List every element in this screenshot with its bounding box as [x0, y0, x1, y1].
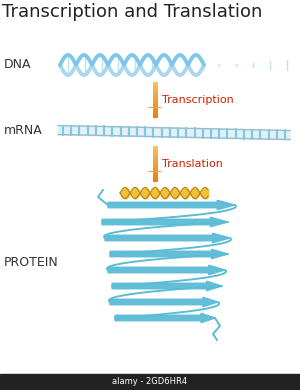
Polygon shape [152, 96, 158, 97]
Polygon shape [152, 172, 158, 173]
Polygon shape [152, 100, 158, 101]
Polygon shape [152, 156, 158, 157]
Polygon shape [152, 108, 158, 109]
Polygon shape [152, 112, 158, 113]
Polygon shape [152, 167, 158, 168]
Polygon shape [152, 168, 158, 169]
Polygon shape [152, 170, 158, 171]
Polygon shape [152, 116, 158, 117]
Polygon shape [152, 169, 158, 170]
Polygon shape [152, 91, 158, 92]
Polygon shape [152, 94, 158, 95]
Polygon shape [152, 149, 158, 150]
FancyArrow shape [110, 297, 218, 307]
Polygon shape [152, 95, 158, 96]
FancyArrow shape [112, 281, 222, 291]
FancyArrow shape [110, 249, 228, 259]
Text: PROTEIN: PROTEIN [4, 255, 59, 268]
Polygon shape [152, 109, 158, 110]
Polygon shape [152, 177, 158, 178]
Polygon shape [152, 89, 158, 90]
Text: Translation: Translation [162, 159, 223, 169]
Polygon shape [152, 154, 158, 155]
Polygon shape [152, 174, 158, 175]
Polygon shape [152, 165, 158, 166]
Polygon shape [152, 178, 158, 179]
Polygon shape [152, 104, 158, 105]
Polygon shape [152, 147, 158, 148]
Polygon shape [152, 152, 158, 153]
Polygon shape [152, 164, 158, 165]
Polygon shape [152, 146, 158, 147]
Polygon shape [152, 179, 158, 180]
Polygon shape [152, 155, 158, 156]
Text: DNA: DNA [4, 58, 31, 71]
Polygon shape [152, 90, 158, 91]
Polygon shape [152, 110, 158, 111]
Polygon shape [152, 163, 158, 164]
Polygon shape [152, 85, 158, 87]
Polygon shape [152, 84, 158, 85]
Polygon shape [152, 117, 158, 118]
Polygon shape [152, 97, 158, 98]
Polygon shape [152, 159, 158, 160]
FancyArrow shape [108, 265, 225, 275]
Text: alamy - 2GD6HR4: alamy - 2GD6HR4 [112, 378, 188, 386]
Text: mRNA: mRNA [4, 124, 43, 138]
Polygon shape [152, 88, 158, 89]
Text: Transcription: Transcription [162, 95, 234, 105]
Polygon shape [152, 151, 158, 152]
Polygon shape [152, 175, 158, 176]
Polygon shape [152, 150, 158, 151]
Polygon shape [152, 158, 158, 159]
Polygon shape [148, 107, 161, 108]
Polygon shape [152, 87, 158, 88]
Polygon shape [152, 93, 158, 94]
Polygon shape [152, 173, 158, 174]
Bar [0, 374, 300, 390]
Polygon shape [152, 106, 158, 107]
Polygon shape [152, 115, 158, 116]
Polygon shape [152, 98, 158, 99]
Polygon shape [152, 157, 158, 158]
Polygon shape [152, 102, 158, 103]
Polygon shape [152, 148, 158, 149]
Polygon shape [152, 160, 158, 161]
Polygon shape [152, 162, 158, 163]
Polygon shape [152, 92, 158, 93]
Polygon shape [152, 166, 158, 167]
Polygon shape [152, 105, 158, 106]
Polygon shape [152, 161, 158, 162]
FancyArrow shape [102, 217, 228, 227]
FancyArrow shape [105, 233, 230, 243]
Polygon shape [152, 181, 158, 182]
Polygon shape [152, 82, 158, 83]
Text: Transcription and Translation: Transcription and Translation [2, 3, 262, 21]
Polygon shape [152, 113, 158, 114]
Polygon shape [152, 114, 158, 115]
Polygon shape [152, 153, 158, 154]
FancyArrow shape [108, 200, 235, 210]
Polygon shape [152, 103, 158, 104]
FancyArrow shape [115, 313, 215, 323]
Polygon shape [152, 83, 158, 84]
Polygon shape [152, 180, 158, 181]
Polygon shape [152, 99, 158, 100]
Polygon shape [148, 171, 161, 172]
Polygon shape [152, 176, 158, 177]
Polygon shape [152, 111, 158, 112]
Polygon shape [152, 101, 158, 102]
